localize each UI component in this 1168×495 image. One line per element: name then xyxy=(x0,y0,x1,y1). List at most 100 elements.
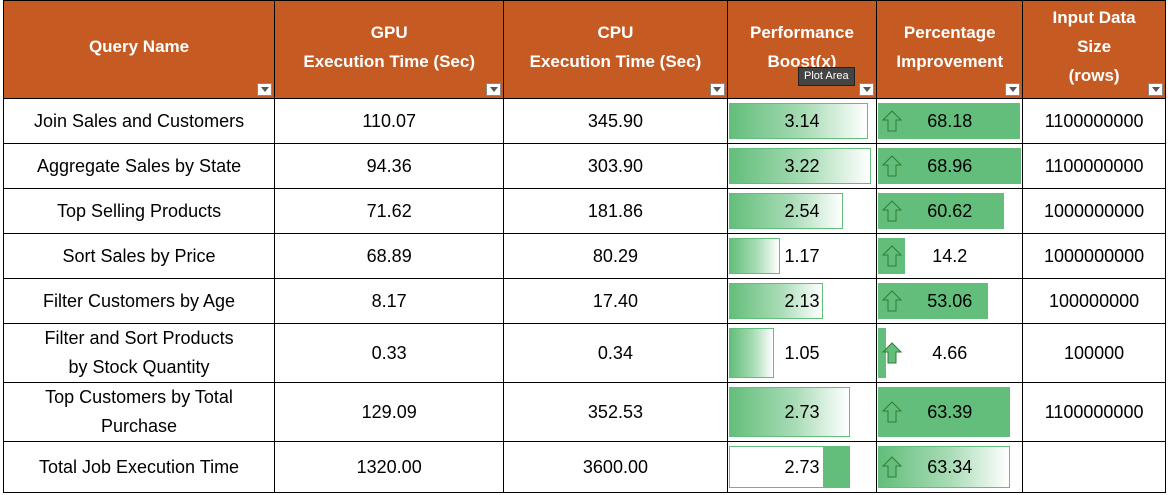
query-name: Sort Sales by Price xyxy=(62,245,216,266)
performance-boost-value: 2.73 xyxy=(784,456,820,477)
cell-percentage-improvement[interactable]: 4.66 xyxy=(876,323,1024,383)
filter-dropdown-icon[interactable] xyxy=(859,83,875,96)
header-cpu-line2: Execution Time (Sec) xyxy=(529,51,702,71)
header-perf-line2: Boost(x) xyxy=(767,51,837,71)
percentage-databar xyxy=(878,283,988,319)
table-row: Filter and Sort Products by Stock Quantit… xyxy=(2,323,1166,383)
cell-performance-boost[interactable]: 3.22 xyxy=(726,143,878,189)
performance-databar xyxy=(728,446,851,488)
cell-cpu-time[interactable]: 303.90 xyxy=(503,143,728,189)
header-pct-line1: Percentage xyxy=(903,22,996,42)
cell-cpu-time[interactable]: 0.34 xyxy=(503,323,728,383)
header-row: Query Name GPU Execution Time (Sec) CPU Ex… xyxy=(2,0,1166,99)
input-data-size: 100000 xyxy=(1064,342,1125,363)
performance-boost-value: 1.05 xyxy=(784,342,820,363)
cell-query-name[interactable]: Join Sales and Customers xyxy=(2,98,276,144)
cell-performance-boost[interactable]: 3.14 xyxy=(726,98,878,144)
cell-input-data-size[interactable]: 1100000000 xyxy=(1022,143,1166,189)
header-input-line2: Size xyxy=(1077,37,1112,56)
filter-dropdown-icon[interactable] xyxy=(1005,83,1021,96)
cell-input-data-size[interactable] xyxy=(1022,441,1166,493)
cell-percentage-improvement[interactable]: 68.96 xyxy=(876,143,1024,189)
gpu-time: 110.07 xyxy=(362,110,417,131)
performance-boost-value: 1.17 xyxy=(784,245,820,266)
cell-gpu-time[interactable]: 110.07 xyxy=(274,98,505,144)
cell-cpu-time[interactable]: 345.90 xyxy=(503,98,728,144)
cell-percentage-improvement[interactable]: 53.06 xyxy=(876,278,1024,324)
header-input-data-size[interactable]: Input Data Size (rows) xyxy=(1022,0,1166,99)
cell-gpu-time[interactable]: 68.89 xyxy=(274,233,505,279)
percentage-improvement-value: 63.34 xyxy=(927,456,973,477)
up-arrow-icon xyxy=(881,400,903,424)
cell-query-name[interactable]: Top Customers by Total Purchase xyxy=(2,382,276,442)
percentage-improvement-value: 68.18 xyxy=(927,110,973,131)
filter-dropdown-icon[interactable] xyxy=(486,83,502,96)
cpu-time: 0.34 xyxy=(597,342,633,363)
cpu-time: 352.53 xyxy=(587,401,643,422)
cell-percentage-improvement[interactable]: 68.18 xyxy=(876,98,1024,144)
performance-databar xyxy=(728,148,871,184)
header-query-name-label: Query Name xyxy=(88,37,190,56)
cell-performance-boost[interactable]: 1.17 xyxy=(726,233,878,279)
cell-percentage-improvement[interactable]: 63.34 xyxy=(876,441,1024,493)
cell-query-name[interactable]: Filter Customers by Age xyxy=(2,278,276,324)
header-cpu[interactable]: CPU Execution Time (Sec) xyxy=(503,0,728,99)
percentage-improvement-value: 68.96 xyxy=(927,155,973,176)
cell-performance-boost[interactable]: 2.73 xyxy=(726,441,878,493)
cell-performance-boost[interactable]: 2.13 xyxy=(726,278,878,324)
cell-gpu-time[interactable]: 129.09 xyxy=(274,382,505,442)
cell-query-name[interactable]: Filter and Sort Products by Stock Quantit… xyxy=(2,323,276,383)
gpu-time: 1320.00 xyxy=(356,456,422,477)
cell-performance-boost[interactable]: 2.54 xyxy=(726,188,878,234)
input-data-size: 1100000000 xyxy=(1044,155,1144,176)
cell-gpu-time[interactable]: 1320.00 xyxy=(274,441,505,493)
cell-input-data-size[interactable]: 100000000 xyxy=(1022,278,1166,324)
up-arrow-icon xyxy=(881,455,903,479)
cell-gpu-time[interactable]: 71.62 xyxy=(274,188,505,234)
header-query-name[interactable]: Query Name xyxy=(2,0,276,99)
cell-input-data-size[interactable]: 100000 xyxy=(1022,323,1166,383)
cell-performance-boost[interactable]: 1.05 xyxy=(726,323,878,383)
cell-percentage-improvement[interactable]: 60.62 xyxy=(876,188,1024,234)
cell-percentage-improvement[interactable]: 63.39 xyxy=(876,382,1024,442)
cell-cpu-time[interactable]: 80.29 xyxy=(503,233,728,279)
query-name: Total Job Execution Time xyxy=(38,456,240,477)
cell-query-name[interactable]: Top Selling Products xyxy=(2,188,276,234)
header-pct-line2: Improvement xyxy=(896,51,1004,71)
header-percentage-improvement[interactable]: Percentage Improvement xyxy=(876,0,1024,99)
percentage-improvement-value: 4.66 xyxy=(932,342,968,363)
cell-gpu-time[interactable]: 8.17 xyxy=(274,278,505,324)
cpu-time: 303.90 xyxy=(587,155,643,176)
percentage-databar xyxy=(878,103,1020,139)
filter-dropdown-icon[interactable] xyxy=(257,83,273,96)
plot-area-tooltip: Plot Area xyxy=(798,67,855,86)
cell-input-data-size[interactable]: 1100000000 xyxy=(1022,98,1166,144)
query-name-line1: Top Customers by Total xyxy=(45,387,233,407)
cell-cpu-time[interactable]: 181.86 xyxy=(503,188,728,234)
header-gpu-line1: GPU xyxy=(370,22,408,42)
cell-cpu-time[interactable]: 3600.00 xyxy=(503,441,728,493)
filter-dropdown-icon[interactable] xyxy=(1148,83,1163,96)
filter-dropdown-icon[interactable] xyxy=(709,83,725,96)
cpu-time: 345.90 xyxy=(587,110,643,131)
cell-input-data-size[interactable]: 1000000000 xyxy=(1022,188,1166,234)
cell-input-data-size[interactable]: 1100000000 xyxy=(1022,382,1166,442)
cell-query-name[interactable]: Sort Sales by Price xyxy=(2,233,276,279)
cell-input-data-size[interactable]: 1000000000 xyxy=(1022,233,1166,279)
header-gpu[interactable]: GPU Execution Time (Sec) xyxy=(274,0,505,99)
cell-cpu-time[interactable]: 17.40 xyxy=(503,278,728,324)
cell-gpu-time[interactable]: 0.33 xyxy=(274,323,505,383)
cell-gpu-time[interactable]: 94.36 xyxy=(274,143,505,189)
cell-query-name[interactable]: Total Job Execution Time xyxy=(2,441,276,493)
input-data-size: 1000000000 xyxy=(1044,245,1145,266)
cell-query-name[interactable]: Aggregate Sales by State xyxy=(2,143,276,189)
performance-boost-value: 3.14 xyxy=(784,110,820,131)
cell-cpu-time[interactable]: 352.53 xyxy=(503,382,728,442)
up-arrow-icon xyxy=(881,289,903,313)
query-name: Filter Customers by Age xyxy=(42,290,236,311)
cell-percentage-improvement[interactable]: 14.2 xyxy=(876,233,1024,279)
cell-performance-boost[interactable]: 2.73 xyxy=(726,382,878,442)
percentage-improvement-value: 60.62 xyxy=(927,200,973,221)
percentage-databar xyxy=(878,446,1010,488)
